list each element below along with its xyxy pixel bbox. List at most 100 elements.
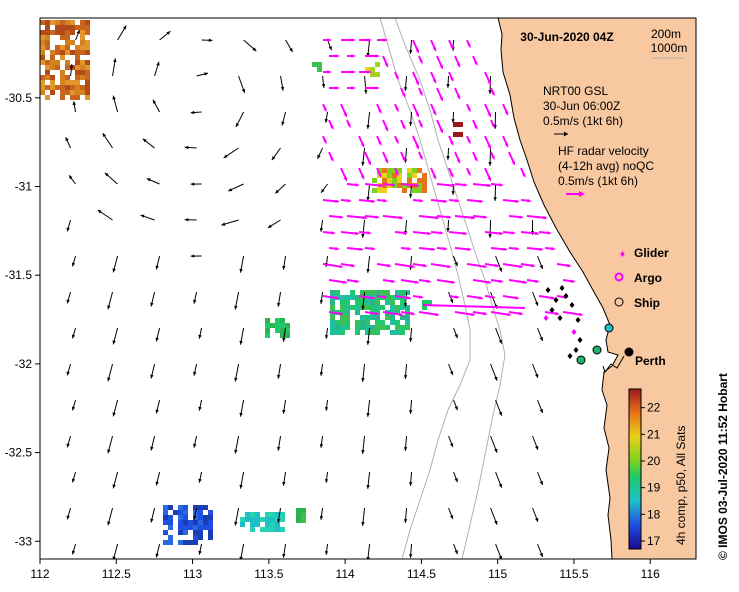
sst-pixel — [60, 85, 65, 90]
sst-pixel — [173, 510, 178, 515]
radar-arrowhead — [443, 246, 448, 251]
sst-pixel — [355, 305, 360, 310]
ship-legend-label: Ship — [634, 296, 660, 310]
sst-pixel — [240, 522, 245, 527]
sst-pixel — [40, 50, 45, 55]
sst-pixel — [45, 60, 50, 65]
sst-pixel — [55, 60, 60, 65]
gsl-arrowhead — [488, 90, 492, 94]
radar-vector — [502, 295, 518, 300]
radar-arrowhead — [402, 93, 406, 99]
gsl-arrowhead — [208, 38, 213, 42]
sst-pixel — [400, 300, 405, 305]
sst-pixel — [75, 90, 80, 95]
sst-pixel — [360, 300, 365, 305]
glider-legend-symbol: ♦ — [620, 249, 625, 260]
radar-vector — [466, 263, 486, 268]
x-tick-label: 114 — [336, 567, 355, 581]
sst-pixel — [407, 168, 412, 173]
radar-arrowhead — [450, 173, 454, 179]
sst-pixel — [65, 80, 70, 85]
sst-pixel — [365, 290, 370, 295]
radar-arrowhead — [355, 231, 360, 236]
sst-pixel — [80, 70, 85, 75]
radar-arrowhead — [531, 263, 536, 268]
radar-arrowhead — [347, 198, 352, 203]
sst-pixel — [365, 305, 370, 310]
gsl-arrowhead — [156, 61, 160, 66]
sst-pixel — [70, 90, 75, 95]
sst-pixel — [85, 70, 90, 75]
sst-pixel — [275, 318, 280, 323]
radar-arrowhead — [455, 198, 460, 203]
sst-pixel — [280, 318, 285, 323]
gsl-legend-arrowhead — [564, 131, 568, 137]
sst-pixel — [65, 75, 70, 80]
sst-pixel — [80, 35, 85, 40]
radar-arrowhead — [450, 77, 454, 83]
gsl-arrowhead — [408, 50, 413, 54]
sst-pixel — [330, 330, 335, 335]
sst-pixel — [85, 85, 90, 90]
radar-arrowhead — [579, 312, 584, 317]
isobath-200m-label: 200m — [651, 27, 681, 41]
isobath-1000m-label: 1000m — [651, 41, 688, 55]
radar-arrowhead — [487, 144, 492, 150]
sst-pixel — [280, 517, 285, 522]
gsl-arrowhead — [494, 376, 498, 381]
sst-pixel — [280, 512, 285, 517]
radar-arrowhead — [323, 139, 327, 145]
gsl-arrowhead — [234, 377, 238, 382]
sst-pixel — [255, 512, 260, 517]
radar-arrowhead — [491, 123, 495, 129]
sst-pixel — [395, 325, 400, 330]
sst-pixel — [355, 320, 360, 325]
land-mass — [498, 18, 696, 559]
gsl-arrowhead — [239, 340, 243, 345]
radar-arrowhead — [363, 215, 368, 220]
radar-arrowhead — [387, 263, 392, 268]
radar-arrowhead — [499, 231, 504, 236]
gsl-legend-line1: NRT00 GSL — [543, 84, 608, 98]
radar-arrowhead — [391, 279, 396, 283]
radar-vector — [484, 231, 503, 235]
sst-pixel — [275, 522, 280, 527]
sst-pixel — [55, 85, 60, 90]
colorbar-label: 4h comp, p50, All Sats — [674, 426, 688, 545]
radar-arrowhead — [479, 296, 484, 300]
sst-pixel — [360, 320, 365, 325]
sst-pixel — [412, 173, 417, 178]
radar-arrowhead — [443, 199, 448, 203]
sst-pixel — [45, 45, 50, 50]
radar-arrowhead — [415, 144, 420, 150]
gsl-arrowhead — [282, 337, 286, 342]
gsl-arrowhead — [535, 301, 539, 306]
sst-pixel — [296, 508, 301, 513]
gsl-arrowhead — [277, 302, 281, 307]
radar-arrowhead — [347, 123, 351, 129]
sst-pixel — [345, 315, 350, 320]
sst-pixel — [392, 173, 397, 178]
radar-arrowhead — [360, 143, 365, 148]
radar-arrowhead — [399, 312, 404, 317]
sst-pixel — [188, 540, 193, 545]
sst-pixel — [422, 305, 427, 310]
gsl-arrowhead — [72, 101, 77, 106]
radar-arrowhead — [384, 63, 389, 68]
radar-arrowhead — [419, 198, 424, 203]
sst-pixel — [375, 72, 380, 77]
radar-arrowhead — [435, 215, 440, 220]
gsl-arrowhead — [239, 484, 243, 489]
gsl-arrowhead — [408, 122, 413, 126]
radar-arrowhead — [367, 231, 372, 235]
radar-arrowhead — [474, 61, 478, 67]
sst-pixel — [375, 320, 380, 325]
sst-pixel — [453, 132, 458, 137]
sst-pixel — [382, 183, 387, 188]
argo-legend-label: Argo — [634, 271, 662, 285]
gsl-arrowhead — [361, 522, 365, 526]
radar-arrowhead — [355, 183, 360, 187]
x-tick-label: 113.5 — [254, 567, 283, 581]
radar-arrowhead — [483, 215, 488, 219]
sst-pixel — [85, 95, 90, 100]
